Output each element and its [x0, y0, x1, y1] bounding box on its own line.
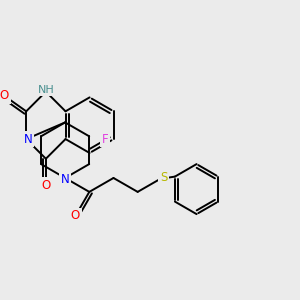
Text: N: N	[61, 173, 70, 187]
Text: O: O	[71, 209, 80, 222]
Text: S: S	[160, 172, 167, 184]
Text: N: N	[24, 133, 33, 146]
Text: O: O	[41, 179, 50, 192]
Text: O: O	[0, 89, 9, 102]
Text: NH: NH	[38, 85, 54, 95]
Text: F: F	[101, 133, 108, 146]
